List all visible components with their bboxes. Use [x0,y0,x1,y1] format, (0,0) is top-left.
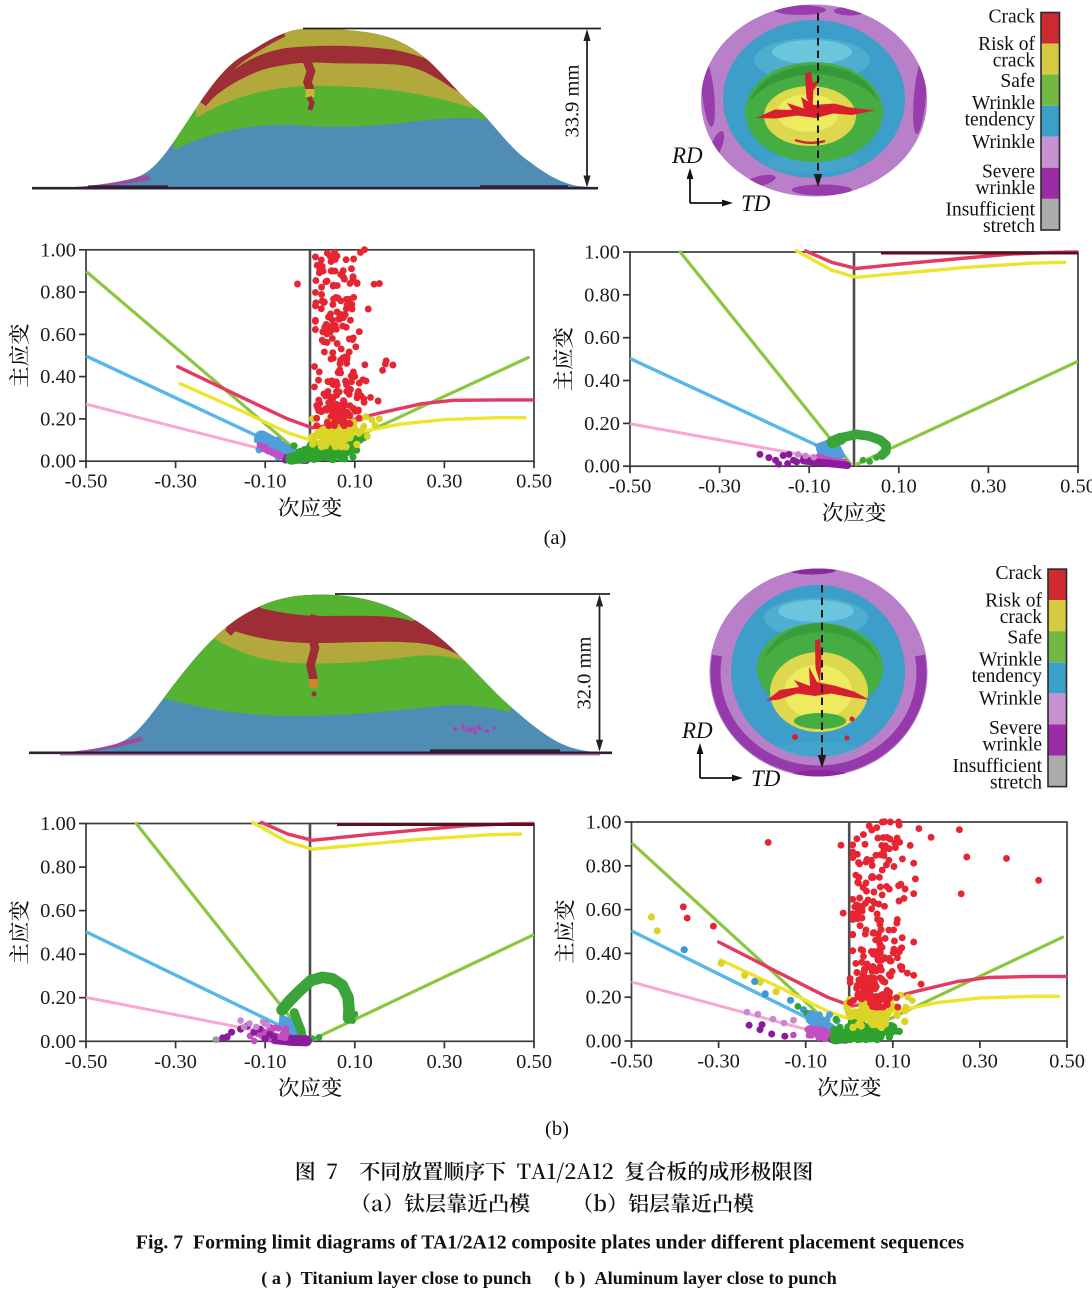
svg-text:-0.10: -0.10 [244,1051,287,1073]
svg-text:-0.30: -0.30 [697,1051,740,1073]
svg-text:Crack: Crack [988,7,1035,28]
svg-text:0.50: 0.50 [1049,1051,1085,1073]
svg-text:0.20: 0.20 [40,987,76,1009]
svg-text:0.60: 0.60 [40,324,76,346]
svg-text:0.80: 0.80 [40,282,76,304]
svg-text:0.50: 0.50 [516,1051,552,1073]
svg-text:Risk of: Risk of [978,34,1035,55]
svg-text:0.30: 0.30 [970,476,1006,498]
svg-text:Risk of: Risk of [985,591,1042,612]
svg-text:0.20: 0.20 [584,413,620,435]
svg-text:Wrinkle: Wrinkle [972,132,1035,153]
svg-text:32.0 mm: 32.0 mm [574,637,596,710]
svg-text:-0.30: -0.30 [154,1051,197,1073]
svg-text:Crack: Crack [995,563,1042,584]
svg-text:Fig. 7 Forming limit diagrams: Fig. 7 Forming limit diagrams of TA1/2A1… [136,1232,964,1254]
svg-text:RD: RD [671,143,703,168]
svg-text:33.9 mm: 33.9 mm [562,65,584,138]
svg-text:tendency: tendency [965,110,1036,131]
svg-text:-0.10: -0.10 [244,471,287,493]
svg-text:0.20: 0.20 [40,408,76,430]
svg-text:0.30: 0.30 [426,471,462,493]
svg-text:0.20: 0.20 [586,987,622,1009]
svg-text:0.60: 0.60 [40,900,76,922]
svg-text:0.00: 0.00 [584,456,620,478]
svg-text:0.00: 0.00 [40,451,76,473]
svg-text:0.30: 0.30 [962,1051,998,1073]
svg-text:1.00: 1.00 [40,239,76,261]
svg-text:0.00: 0.00 [586,1031,622,1053]
svg-text:wrinkle: wrinkle [982,735,1042,756]
svg-text:crack: crack [1000,607,1042,628]
svg-text:Severe: Severe [982,162,1035,183]
svg-text:RD: RD [681,718,713,743]
svg-text:Safe: Safe [1000,71,1035,92]
svg-text:0.50: 0.50 [1060,476,1092,498]
svg-text:0.60: 0.60 [586,899,622,921]
svg-text:-0.50: -0.50 [65,1051,108,1073]
svg-text:-0.50: -0.50 [610,1051,653,1073]
svg-text:wrinkle: wrinkle [975,178,1035,199]
svg-text:Wrinkle: Wrinkle [979,689,1042,710]
svg-text:0.60: 0.60 [584,327,620,349]
svg-text:TD: TD [751,766,781,791]
svg-text:tendency: tendency [972,666,1043,687]
svg-text:0.80: 0.80 [586,855,622,877]
svg-text:0.40: 0.40 [586,943,622,965]
svg-text:-0.10: -0.10 [788,476,831,498]
svg-text:1.00: 1.00 [586,812,622,834]
svg-text:Wrinkle: Wrinkle [972,93,1035,114]
svg-text:0.00: 0.00 [40,1031,76,1053]
svg-text:-0.10: -0.10 [784,1051,827,1073]
svg-text:0.10: 0.10 [337,471,373,493]
svg-text:(a): (a) [544,527,567,549]
svg-text:1.00: 1.00 [584,242,620,264]
svg-text:0.10: 0.10 [337,1051,373,1073]
svg-text:0.30: 0.30 [426,1051,462,1073]
svg-text:0.50: 0.50 [516,471,552,493]
svg-text:TD: TD [741,191,771,216]
svg-text:-0.30: -0.30 [154,471,197,493]
svg-text:0.80: 0.80 [584,284,620,306]
svg-text:(b): (b) [545,1118,569,1140]
svg-text:0.10: 0.10 [881,476,917,498]
svg-text:-0.50: -0.50 [65,471,108,493]
svg-text:0.40: 0.40 [40,944,76,966]
svg-text:0.80: 0.80 [40,857,76,879]
svg-text:( a ) Titanium layer close to: ( a ) Titanium layer close to punch ( b … [261,1268,836,1289]
svg-text:-0.30: -0.30 [698,476,741,498]
svg-text:0.40: 0.40 [40,366,76,388]
svg-text:crack: crack [993,51,1035,72]
svg-text:-0.50: -0.50 [609,476,652,498]
svg-text:Safe: Safe [1007,628,1042,649]
svg-text:0.40: 0.40 [584,370,620,392]
svg-text:Severe: Severe [989,718,1042,739]
svg-text:Insufficient: Insufficient [952,756,1042,777]
svg-text:Insufficient: Insufficient [945,200,1035,221]
svg-text:Wrinkle: Wrinkle [979,650,1042,671]
svg-text:0.10: 0.10 [875,1051,911,1073]
svg-text:1.00: 1.00 [40,813,76,835]
svg-text:stretch: stretch [990,773,1042,794]
svg-text:stretch: stretch [983,216,1035,237]
